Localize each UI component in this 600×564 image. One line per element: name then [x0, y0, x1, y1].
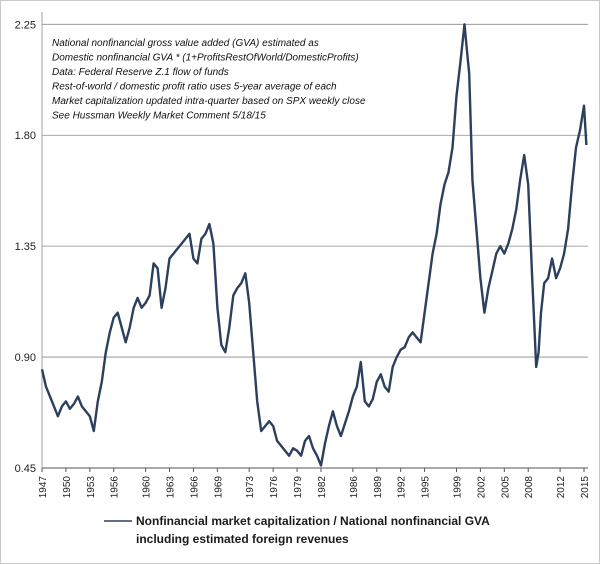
- x-tick-label: 1989: [373, 476, 384, 499]
- note-line: National nonfinancial gross value added …: [52, 38, 319, 49]
- x-tick-label: 2008: [524, 476, 535, 499]
- x-tick-label: 2002: [476, 476, 487, 499]
- x-tick-label: 1982: [317, 476, 328, 499]
- x-tick-label: 1963: [166, 476, 177, 499]
- y-tick-label: 0.90: [15, 352, 36, 364]
- y-axis-ticks: 0.45 0.90 1.35 1.80 2.25: [15, 19, 36, 475]
- x-tick-label: 2005: [500, 476, 511, 499]
- note-line: Rest-of-world / domestic profit ratio us…: [52, 82, 337, 93]
- x-tick-label: 1976: [269, 476, 280, 499]
- x-tick-label: 1950: [62, 476, 73, 499]
- note-line: See Hussman Weekly Market Comment 5/18/1…: [52, 111, 266, 122]
- note-line: Market capitalization updated intra-quar…: [52, 96, 366, 107]
- x-tick-label: 1995: [421, 476, 432, 499]
- x-tick-label: 1979: [293, 476, 304, 499]
- legend-label-line2: including estimated foreign revenues: [136, 532, 349, 546]
- x-tick-label: 1973: [245, 476, 256, 499]
- x-tick-label: 1969: [213, 476, 224, 499]
- y-tick-label: 0.45: [15, 463, 36, 475]
- x-tick-label: 1956: [110, 476, 121, 499]
- x-axis: 1947 1950 1953 1956 1960 1963 1966 1969 1973 1976…: [38, 467, 591, 499]
- y-tick-label: 1.35: [15, 241, 36, 253]
- series-lines: [40, 23, 588, 467]
- x-tick-label: 1999: [452, 476, 463, 499]
- x-tick-label: 1992: [397, 476, 408, 499]
- y-tick-label: 1.80: [15, 130, 36, 142]
- x-tick-label: 2012: [556, 476, 567, 499]
- x-tick-label: 1966: [189, 476, 200, 499]
- x-tick-label: 2015: [580, 476, 591, 499]
- x-tick-label: 1953: [86, 476, 97, 499]
- x-tick-label: 1947: [38, 476, 49, 499]
- note-line: Data: Federal Reserve Z.1 flow of funds: [52, 67, 229, 78]
- grid-lines: [41, 12, 588, 469]
- y-tick-label: 2.25: [15, 19, 36, 31]
- legend: Nonfinancial market capitalization / Nat…: [104, 514, 490, 546]
- chart-notes: National nonfinancial gross value added …: [52, 38, 366, 122]
- series-line-0: [40, 23, 588, 467]
- legend-label-line1: Nonfinancial market capitalization / Nat…: [136, 514, 490, 528]
- note-line: Domestic nonfinancial GVA * (1+ProfitsRe…: [52, 53, 359, 64]
- x-tick-label: 1960: [142, 476, 153, 499]
- x-tick-label: 1986: [349, 476, 360, 499]
